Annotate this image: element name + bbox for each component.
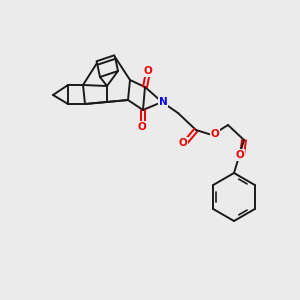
Text: O: O [211,129,219,139]
Text: O: O [178,138,188,148]
Text: O: O [144,66,152,76]
Text: O: O [236,150,244,160]
Text: N: N [159,97,167,107]
Text: O: O [138,122,146,132]
